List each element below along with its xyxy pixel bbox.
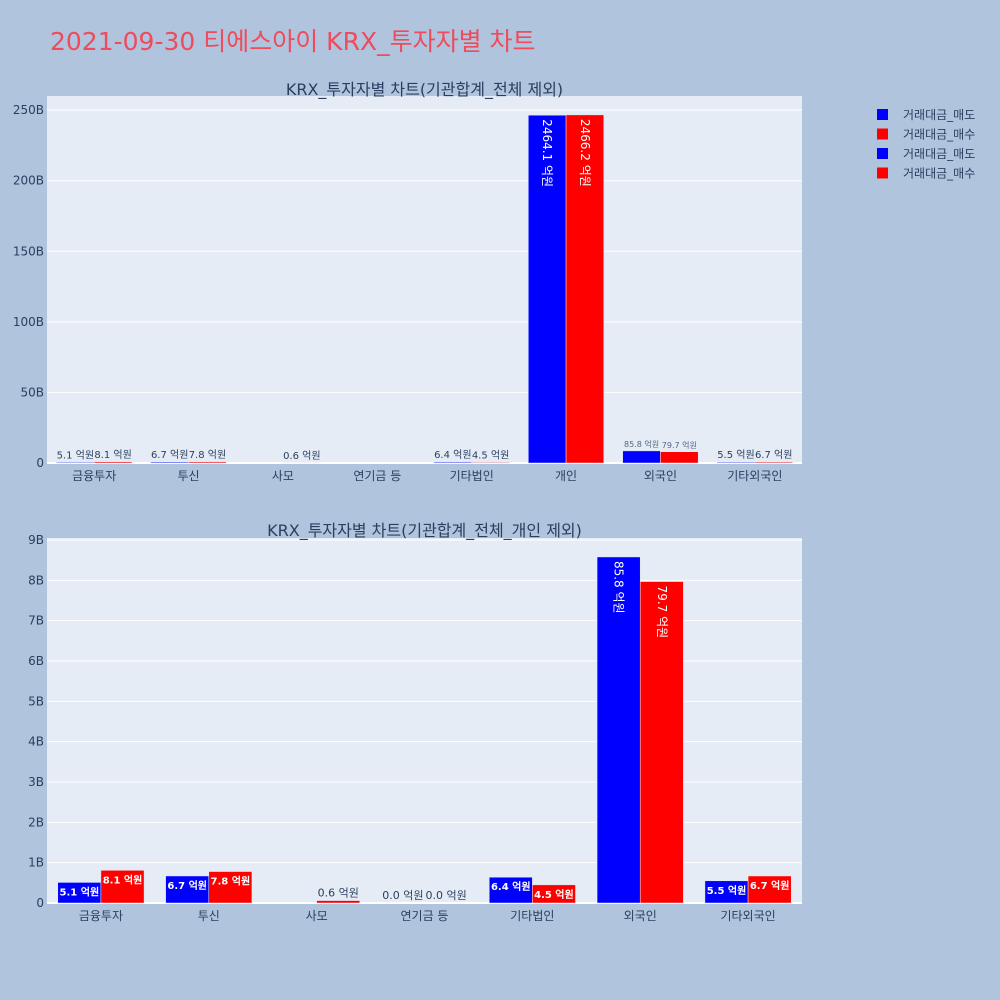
y-tick-label: 50B: [20, 385, 44, 399]
legend-swatch: [877, 128, 888, 140]
data-label: 5.5 억원: [717, 449, 754, 461]
x-tick-label: 기타외국인: [720, 909, 775, 923]
y-tick-label: 200B: [13, 174, 44, 188]
data-label: 5.1 억원: [60, 885, 100, 898]
x-tick-label: 기타법인: [450, 469, 494, 483]
bar: [716, 461, 756, 464]
y-tick-label: 0: [36, 896, 44, 910]
y-tick-label: 5B: [28, 694, 44, 708]
page-title: 2021-09-30 티에스아이 KRX_투자자별 차트: [50, 27, 536, 56]
y-tick-label: 8B: [28, 573, 44, 587]
x-tick-label: 개인: [555, 469, 577, 483]
x-tick-label: 사모: [272, 469, 294, 483]
x-tick-label: 외국인: [624, 909, 657, 923]
chart-title: KRX_투자자별 차트(기관합계_전체_개인 제외): [267, 521, 582, 541]
data-label: 2464.1 억원: [540, 119, 554, 187]
legend-label: 거래대금_매수: [903, 128, 975, 142]
data-label: 0.0 억원: [382, 889, 423, 902]
data-label: 4.5 억원: [472, 449, 509, 461]
x-tick-label: 사모: [306, 909, 328, 923]
bar: [188, 461, 227, 464]
data-label: 2466.2 억원: [578, 119, 592, 187]
bar: [471, 462, 510, 464]
x-tick-label: 금융투자: [79, 909, 123, 923]
legend-label: 거래대금_매도: [903, 147, 975, 161]
data-label: 6.7 억원: [151, 449, 188, 461]
data-label: 0.6 억원: [318, 887, 359, 900]
data-label: 7.8 억원: [211, 875, 251, 888]
data-label: 85.8 억원: [624, 439, 659, 449]
y-tick-label: 7B: [28, 614, 44, 628]
bar: [596, 556, 641, 904]
bar: [622, 450, 661, 464]
bar: [532, 884, 576, 904]
x-tick-label: 기타법인: [510, 909, 554, 923]
bar: [316, 900, 361, 904]
y-tick-label: 3B: [28, 775, 44, 789]
bar: [488, 876, 533, 904]
data-label: 6.4 억원: [434, 449, 471, 461]
bar: [747, 875, 792, 904]
data-label: 8.1 억원: [94, 449, 131, 461]
y-tick-label: 150B: [13, 244, 44, 258]
chart-2: 0 1B 2B 3B 4B 5B 6B 7B 8B 9B KRX_투자자별 차트(기관합계_전체_개…: [28, 521, 802, 923]
plot-area: [47, 96, 802, 463]
data-label: 79.7 억원: [662, 440, 697, 450]
data-label: 85.8 억원: [612, 561, 626, 614]
data-label: 4.5 억원: [534, 888, 574, 901]
legend-label: 거래대금_매수: [903, 167, 975, 181]
bar: [100, 870, 145, 904]
y-tick-label: 100B: [13, 315, 44, 329]
data-label: 7.8 억원: [189, 449, 226, 461]
bar: [639, 581, 684, 904]
data-label: 5.1 억원: [57, 449, 94, 461]
legend-swatch: [877, 148, 888, 159]
y-tick-label: 9B: [28, 533, 44, 547]
y-tick-label: 6B: [28, 654, 44, 668]
y-tick-label: 2B: [28, 815, 44, 829]
bar: [150, 461, 189, 464]
bar: [565, 114, 605, 464]
bar: [754, 461, 793, 464]
x-tick-label: 금융투자: [72, 469, 116, 483]
x-tick-label: 연기금 등: [353, 469, 401, 483]
data-label: 0.6 억원: [283, 450, 320, 462]
x-tick-label: 투신: [198, 909, 220, 923]
y-tick-label: 250B: [13, 103, 44, 117]
plot-area: [47, 538, 802, 903]
x-tick-label: 연기금 등: [401, 909, 449, 923]
y-tick-label: 0: [36, 456, 44, 470]
data-label: 6.4 억원: [491, 880, 531, 893]
legend-label: 거래대금_매도: [903, 108, 975, 122]
bar: [93, 461, 133, 464]
data-label: 6.7 억원: [755, 449, 792, 461]
data-label: 6.7 억원: [167, 879, 207, 892]
chart-1: 0 50B 100B 150B 200B 250B KRX_투자자별 차트(기관합계_전체 …: [13, 80, 802, 483]
y-tick-label: 4B: [28, 735, 44, 749]
legend-swatch: [877, 109, 888, 120]
bar: [433, 461, 472, 464]
data-label: 79.7 억원: [655, 586, 669, 639]
y-tick-label: 1B: [28, 856, 44, 870]
bar: [165, 875, 210, 904]
data-label: 5.5 억원: [707, 884, 747, 897]
x-tick-label: 외국인: [644, 469, 677, 483]
chart-title: KRX_투자자별 차트(기관합계_전체 제외): [286, 80, 563, 100]
data-label: 0.0 억원: [425, 889, 466, 902]
x-tick-label: 기타외국인: [727, 469, 782, 483]
data-label: 6.7 억원: [750, 879, 790, 892]
x-tick-label: 투신: [178, 469, 200, 483]
bar: [208, 871, 253, 904]
legend-swatch: [877, 167, 888, 179]
bar: [660, 451, 699, 464]
bar: [56, 462, 95, 464]
data-label: 8.1 억원: [103, 873, 143, 886]
